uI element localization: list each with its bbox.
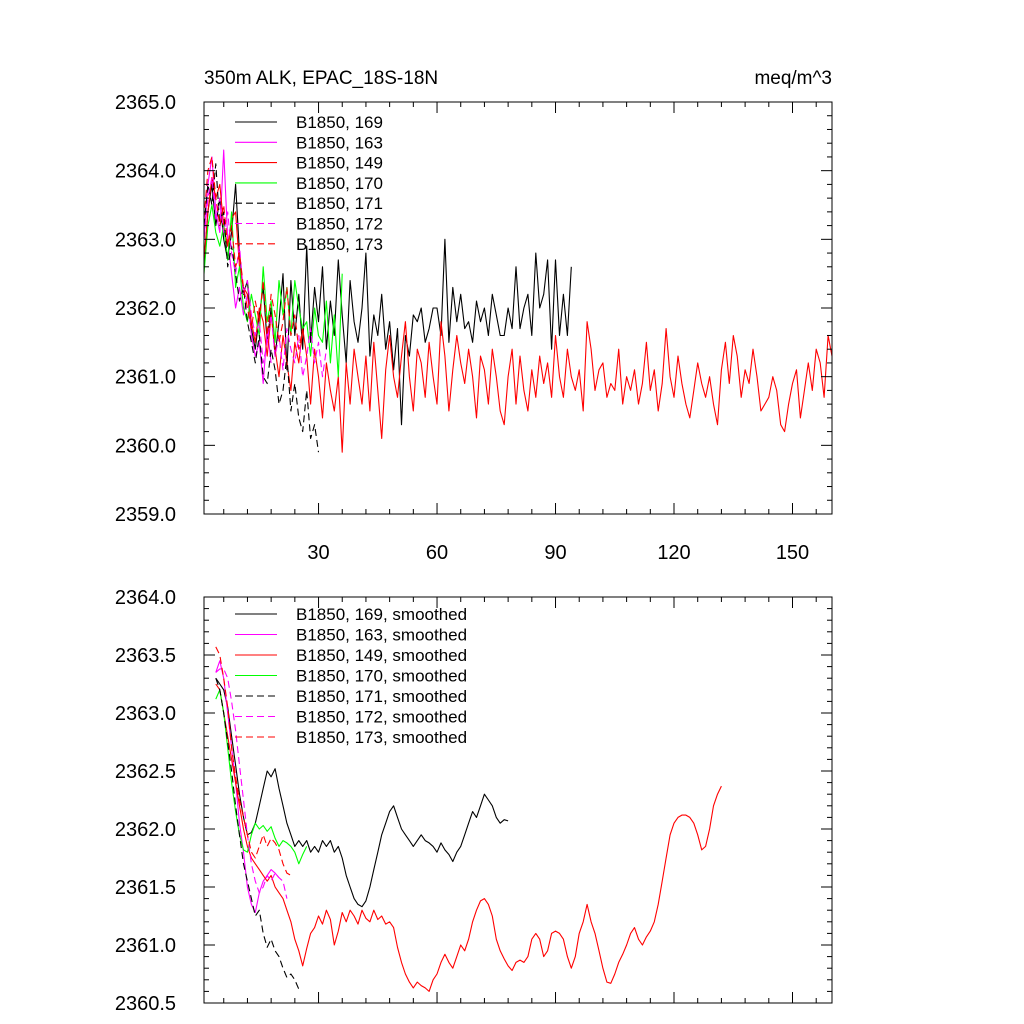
bottom-legend-label-5: B1850, 172, smoothed (296, 708, 467, 727)
bottom-legend-label-2: B1850, 149, smoothed (296, 646, 467, 665)
top-series-line-0 (204, 183, 572, 426)
top-series-line-4 (204, 163, 320, 453)
bottom-plot-frame (203, 596, 833, 1004)
bottom-y-tick-label: 2362.5 (115, 761, 176, 783)
top-y-tick-label: 2360.0 (115, 435, 176, 457)
top-legend-label-5: B1850, 172 (296, 215, 383, 234)
bottom-series-line-0 (215, 677, 509, 908)
bottom-y-tick-label: 2363.5 (115, 645, 176, 667)
top-legend-label-0: B1850, 169 (296, 113, 383, 132)
top-legend-label-2: B1850, 149 (296, 154, 383, 173)
top-x-tick-label: 60 (426, 542, 448, 564)
top-x-tick-label: 120 (657, 542, 690, 564)
bottom-plot: 2360.5 2361.0 2361.5 2362.0 2362.5 2363.0 2363… (115, 587, 833, 1015)
bottom-y-tick-label: 2360.5 (115, 993, 176, 1015)
bottom-series-line-4 (215, 678, 300, 990)
top-y-tick-label: 2362.0 (115, 298, 176, 320)
top-series-line-6 (204, 156, 304, 350)
bottom-legend-label-6: B1850, 173, smoothed (296, 728, 467, 747)
bottom-y-tick-label: 2361.5 (115, 877, 176, 899)
top-y-tick-label: 2363.0 (115, 229, 176, 251)
top-legend-label-4: B1850, 171 (296, 194, 383, 213)
top-x-tick-label: 30 (307, 542, 329, 564)
bottom-legend-label-0: B1850, 169, smoothed (296, 605, 467, 624)
bottom-legend-label-3: B1850, 170, smoothed (296, 667, 467, 686)
top-legend-label-3: B1850, 170 (296, 174, 383, 193)
top-series-group (204, 149, 832, 453)
top-y-tick-label: 2361.0 (115, 367, 176, 389)
bottom-legend-label-1: B1850, 163, smoothed (296, 626, 467, 645)
top-y-tick-label: 2364.0 (115, 161, 176, 183)
bottom-series-line-6 (215, 646, 292, 876)
bottom-y-tick-label: 2363.0 (115, 703, 176, 725)
bottom-y-tick-label: 2362.0 (115, 819, 176, 841)
top-legend-label-1: B1850, 163 (296, 133, 383, 152)
bottom-legend-label-4: B1850, 171, smoothed (296, 687, 467, 706)
top-plot: 350m ALK, EPAC_18S-18N meq/m^3 2359.0 236… (115, 68, 833, 564)
bottom-series-line-3 (215, 689, 308, 865)
bottom-y-tick-label: 2361.0 (115, 935, 176, 957)
top-plot-units: meq/m^3 (754, 68, 832, 89)
top-series-line-1 (204, 149, 272, 385)
top-legend-label-6: B1850, 173 (296, 235, 383, 254)
top-y-tick-label: 2359.0 (115, 504, 176, 526)
top-plot-title: 350m ALK, EPAC_18S-18N (204, 68, 438, 89)
bottom-series-line-2 (215, 683, 722, 992)
top-series-line-5 (204, 176, 327, 378)
top-series-line-2 (204, 176, 832, 453)
bottom-series-group (215, 646, 722, 992)
top-y-tick-label: 2365.0 (115, 92, 176, 114)
bottom-y-tick-label: 2364.0 (115, 587, 176, 609)
top-x-tick-label: 150 (776, 542, 809, 564)
top-x-tick-label: 90 (544, 542, 566, 564)
